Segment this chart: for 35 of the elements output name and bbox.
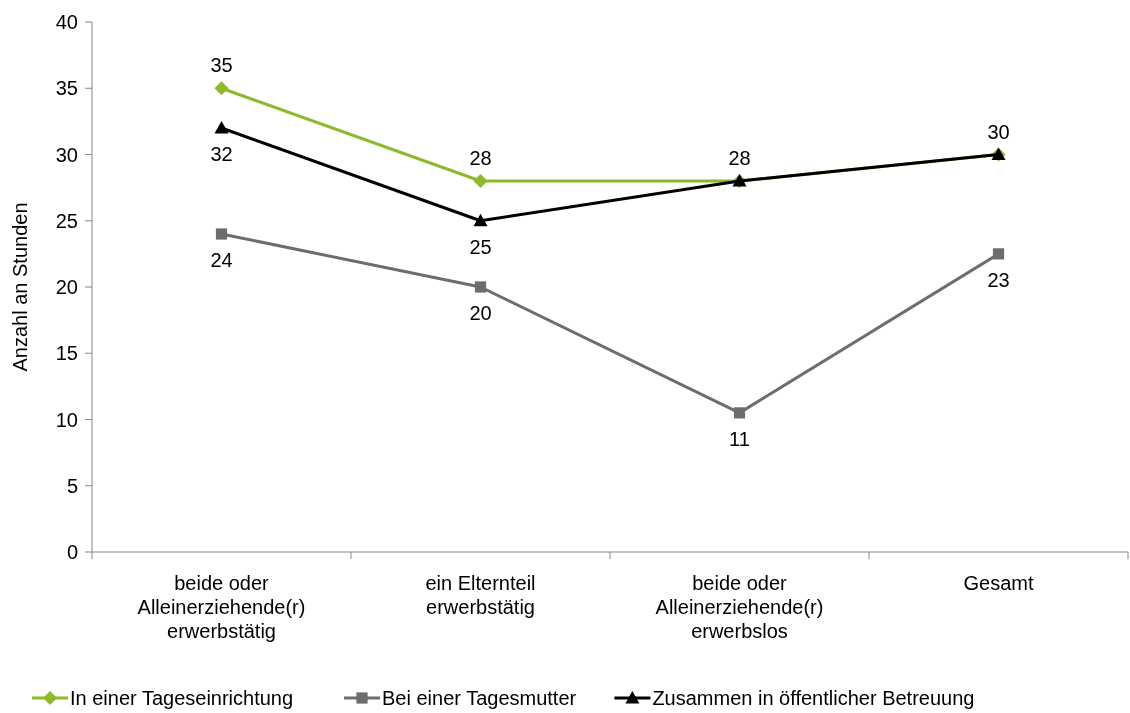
y-tick-label: 10 — [55, 408, 78, 431]
y-tick-label: 40 — [55, 11, 78, 33]
legend-label: In einer Tageseinrichtung — [70, 687, 294, 709]
y-axis-title: Anzahl an Stunden — [9, 202, 31, 372]
data-label: 28 — [728, 147, 751, 169]
point — [215, 228, 228, 240]
x-tick-label: beide oder Alleinerziehende(r) erwerbstätig — [137, 572, 306, 642]
y-tick-label: 20 — [55, 276, 78, 298]
point — [474, 281, 487, 293]
y-tick-label: 15 — [55, 342, 78, 365]
y-tick-label: 25 — [55, 209, 78, 232]
y-tick-label: 30 — [55, 143, 78, 166]
data-label: 30 — [987, 120, 1010, 143]
point — [733, 407, 746, 419]
data-label: 35 — [210, 54, 233, 77]
data-label: 11 — [729, 427, 750, 450]
data-label: 32 — [210, 143, 233, 165]
x-tick-label: Gesamt — [963, 572, 1034, 594]
data-label: 25 — [469, 235, 492, 258]
point — [214, 121, 229, 134]
point — [473, 174, 488, 188]
data-label: 20 — [469, 302, 492, 324]
y-tick-label: 0 — [66, 541, 78, 563]
y-tick-label: 5 — [66, 474, 78, 497]
data-label: 28 — [469, 147, 492, 169]
x-tick-label: beide oder Alleinerziehende(r) erwerbslos — [655, 572, 824, 642]
point — [473, 213, 488, 227]
legend-label: Zusammen in öffentlicher Betreuung — [652, 687, 975, 709]
data-label: 23 — [987, 268, 1010, 291]
x-tick-label: ein Elternteil erwerbstätig — [425, 572, 536, 618]
legend-label: Bei einer Tagesmutter — [382, 687, 577, 709]
data-label: 24 — [210, 249, 233, 271]
y-tick-label: 35 — [55, 77, 78, 100]
point — [214, 81, 229, 96]
point — [992, 248, 1005, 260]
